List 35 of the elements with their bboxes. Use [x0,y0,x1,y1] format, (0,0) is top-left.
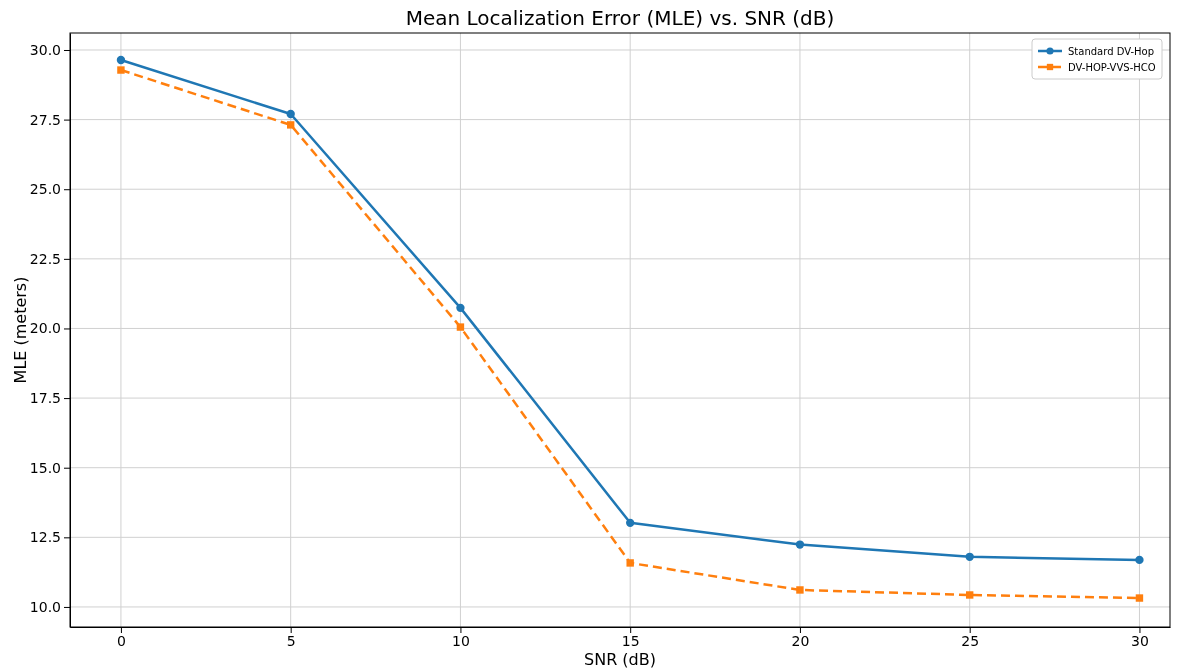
point [1135,555,1144,565]
x-tick-label: 30 [1131,632,1149,649]
point [286,121,295,129]
y-axis-title: MLE (meters) [11,276,30,384]
legend-label: DV-HOP-VVS-HCO [1068,61,1156,73]
y-tick-label: 10.0 [29,598,61,615]
point [456,303,465,313]
y-tick-label: 15.0 [29,459,61,476]
point [626,559,634,567]
y-tick-label: 17.5 [29,390,61,407]
point [456,323,465,331]
y-tick-label: 27.5 [29,111,61,128]
y-tick-label: 30.0 [29,41,61,58]
point [626,518,635,528]
y-tick-label: 22.5 [29,250,61,267]
point [286,109,295,119]
y-tick-label: 20.0 [29,320,61,337]
x-tick-label: 20 [791,632,810,649]
point [116,55,126,65]
point [796,586,804,594]
x-axis-title: SNR (dB) [584,650,656,669]
point [965,591,974,599]
point [117,66,125,74]
point [1135,594,1144,602]
x-tick-label: 5 [286,632,296,649]
y-tick-label: 12.5 [29,529,61,546]
point [795,540,805,549]
y-tick-label: 25.0 [29,181,61,198]
x-tick-label: 15 [621,632,640,649]
chart-title: Mean Localization Error (MLE) vs. SNR (dB) [405,6,835,30]
legend-label: Standard DV-Hop [1068,45,1155,57]
point [965,552,974,561]
x-tick-label: 10 [452,632,470,649]
x-tick-label: 0 [116,632,126,649]
x-tick-label: 25 [961,632,980,649]
